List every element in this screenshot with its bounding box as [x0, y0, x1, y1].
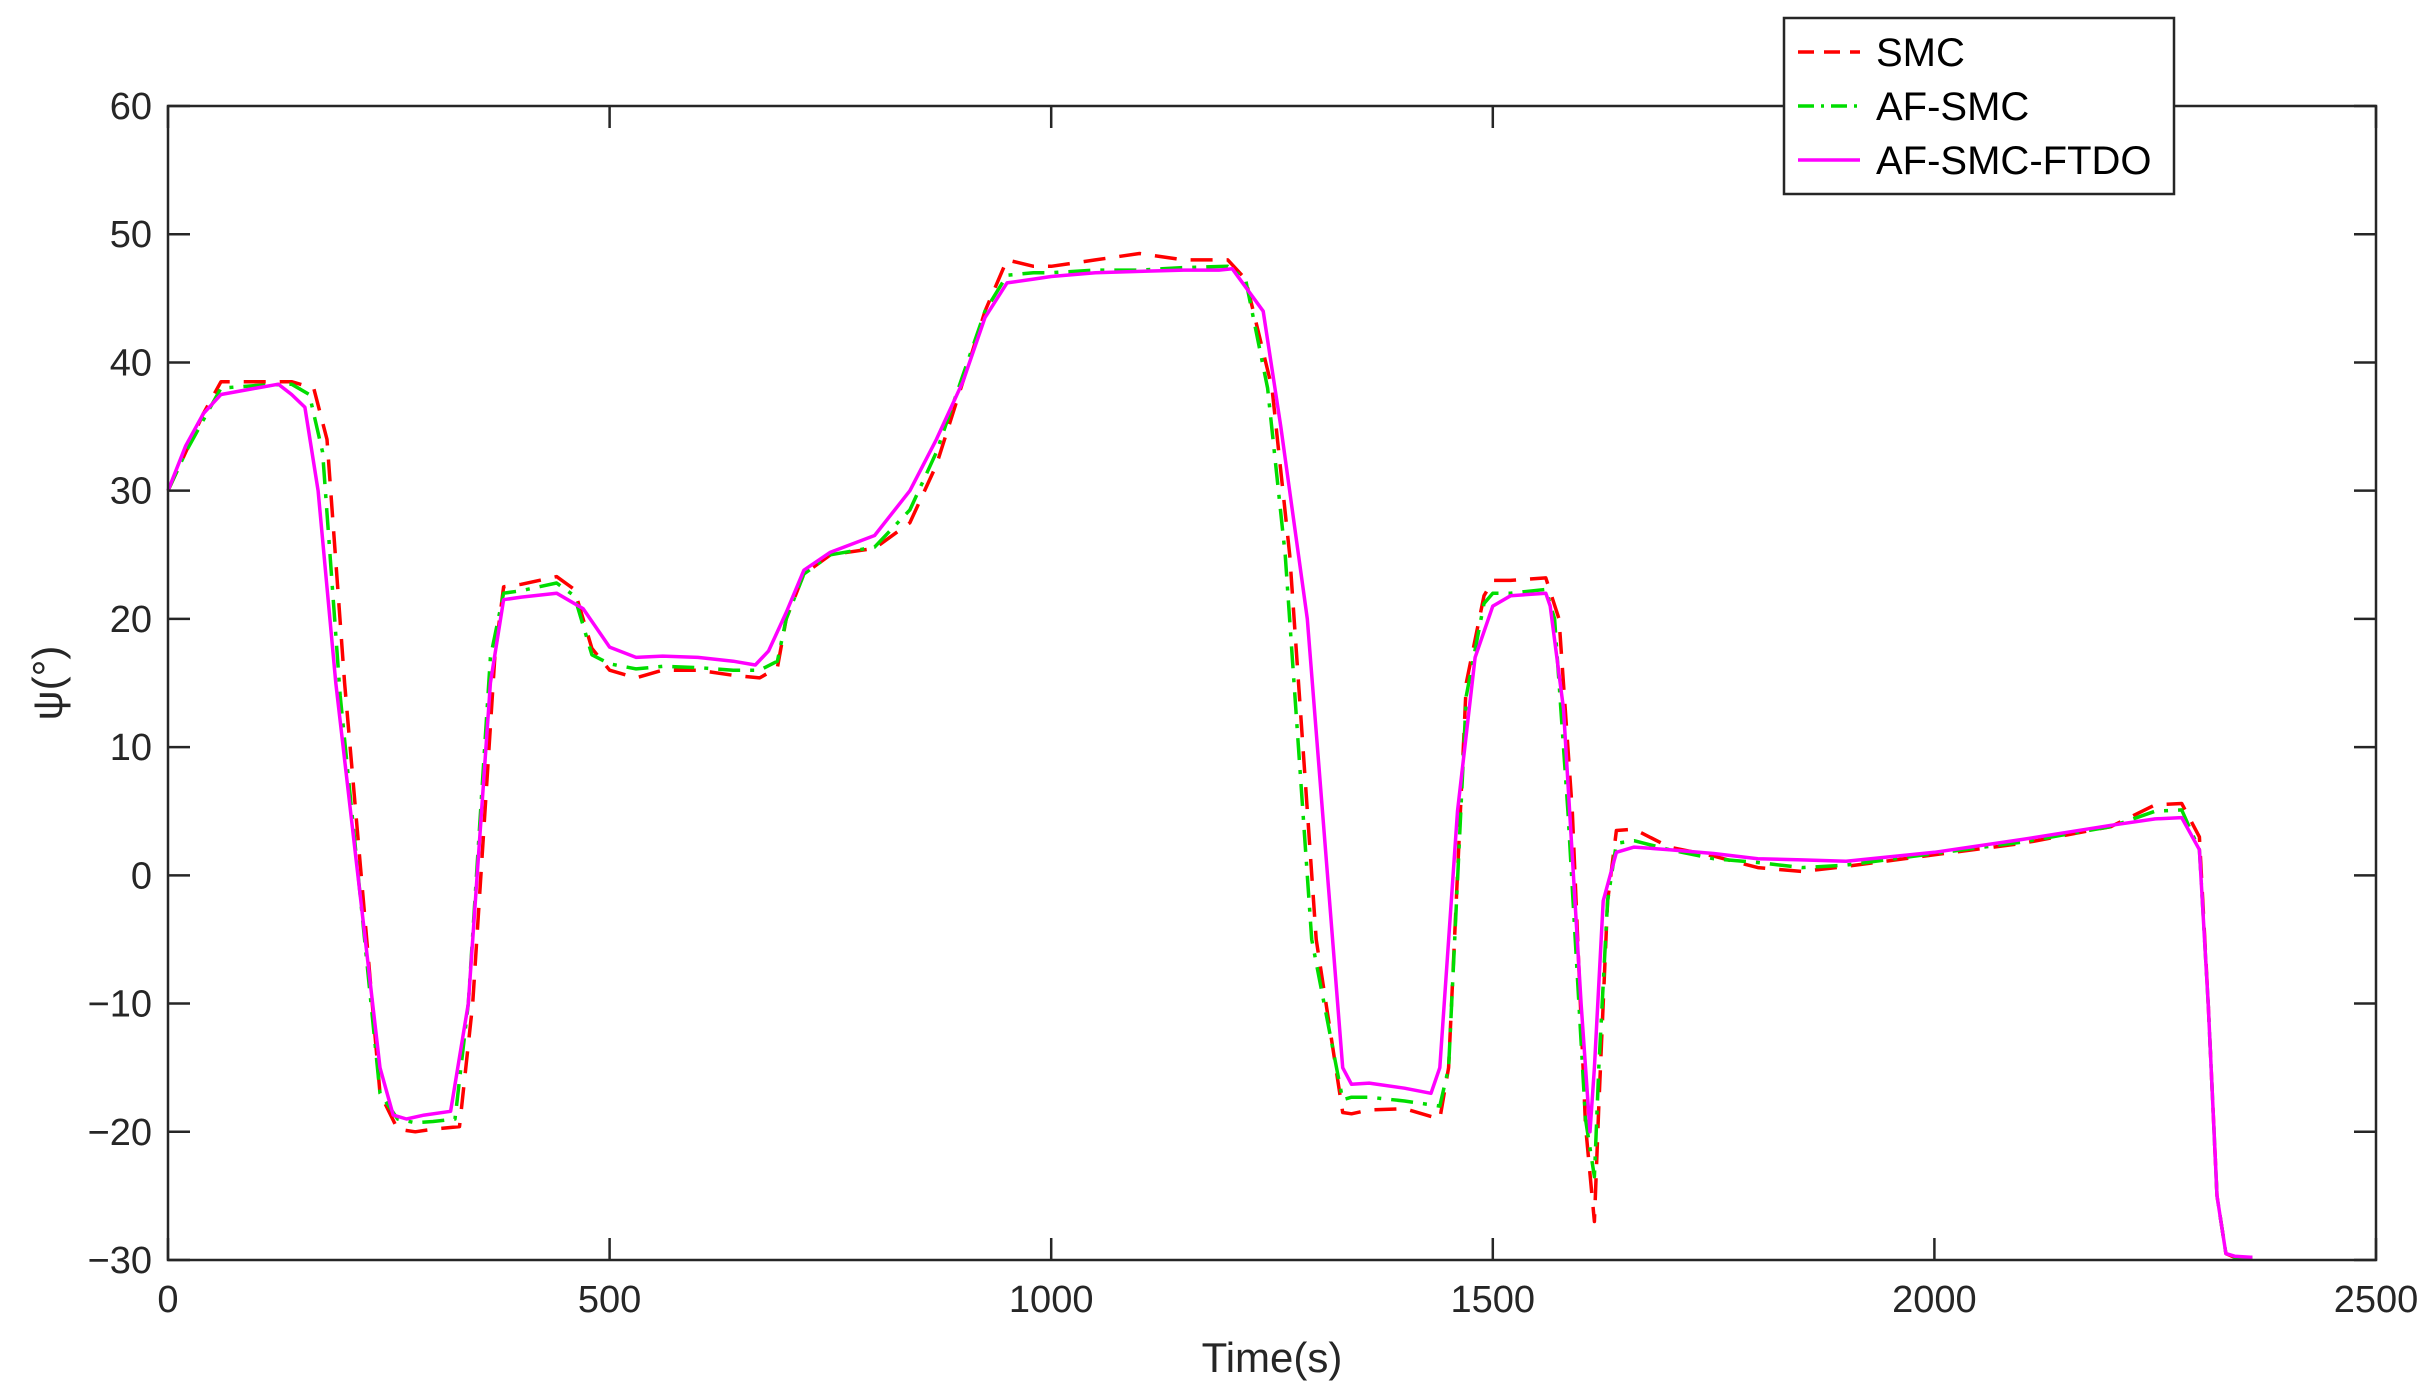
legend-entry: AF-SMC	[1876, 85, 2029, 129]
y-tick-label: 30	[110, 471, 152, 513]
tick-marks	[166, 104, 2378, 1262]
series-lines	[166, 251, 2253, 1260]
axes	[166, 104, 2378, 1262]
plot-background	[168, 106, 2376, 1260]
x-tick-label: 0	[157, 1279, 178, 1321]
axes-box	[166, 104, 2378, 1262]
x-tick-label: 2500	[2334, 1279, 2419, 1321]
series-line-2	[166, 264, 2253, 1260]
y-tick-label: 50	[110, 214, 152, 256]
x-axis-label: Time(s)	[1202, 1334, 1343, 1381]
x-tick-label: 2000	[1892, 1279, 1977, 1321]
y-axis-label: ψ(°)	[24, 646, 71, 721]
legend: SMC AF-SMC AF-SMC-FTDO	[1782, 16, 2176, 196]
legend-box	[1782, 16, 2176, 196]
x-tick-label: 1500	[1451, 1279, 1536, 1321]
y-tick-label: 10	[110, 727, 152, 769]
y-tick-label: −10	[88, 984, 152, 1026]
series-line-3	[166, 267, 2253, 1260]
x-tick-label: 500	[578, 1279, 641, 1321]
legend-entry: AF-SMC-FTDO	[1876, 139, 2152, 183]
x-tick-label: 1000	[1009, 1279, 1094, 1321]
y-tick-label: 60	[110, 86, 152, 128]
series-line-1	[166, 251, 2253, 1260]
y-tick-label: 20	[110, 599, 152, 641]
y-tick-label: 0	[131, 855, 152, 897]
legend-entry: SMC	[1876, 31, 1965, 75]
y-tick-label: −20	[88, 1112, 152, 1154]
plot-area	[168, 106, 2376, 1260]
y-tick-label: −30	[88, 1240, 152, 1282]
y-tick-label: 40	[110, 342, 152, 384]
